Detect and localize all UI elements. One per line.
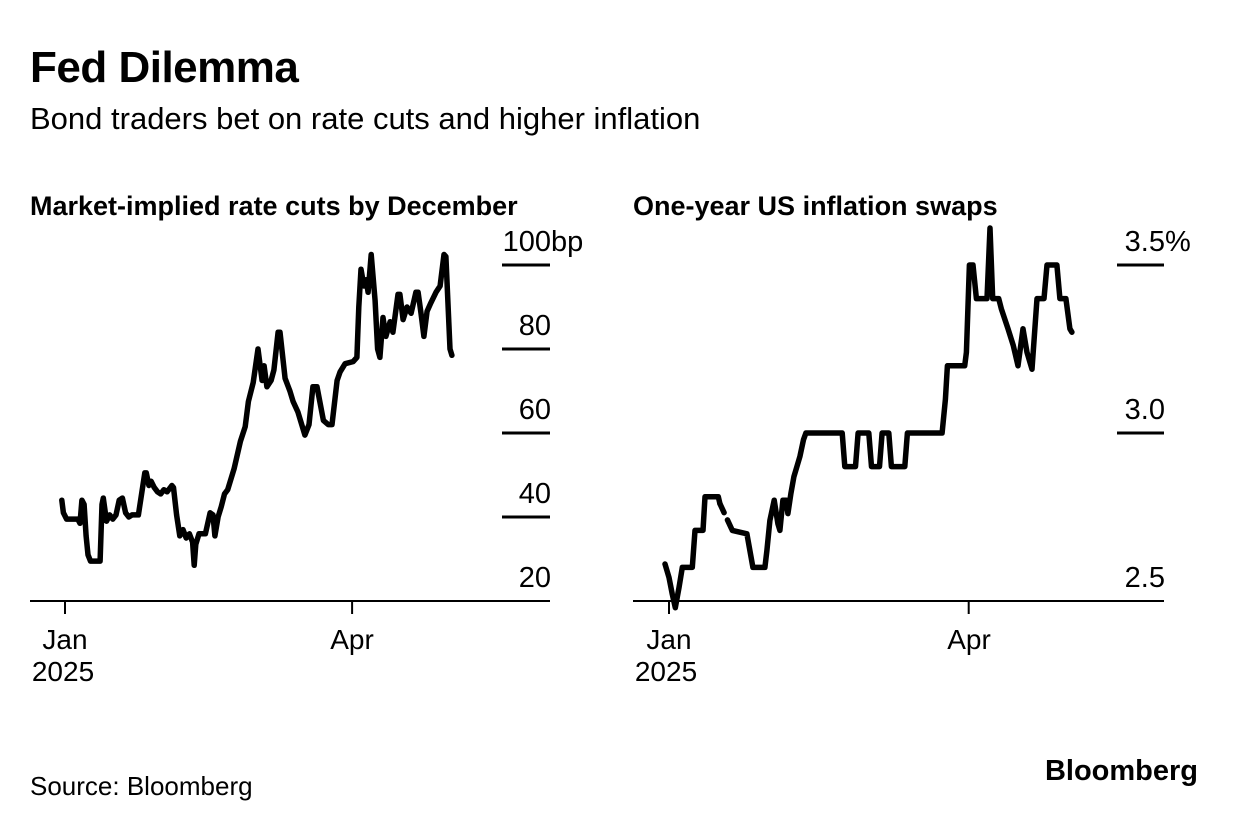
y-tick-label: 2.5 [1125, 562, 1165, 594]
series-line-solid [662, 494, 723, 611]
series-line-solid [729, 225, 1075, 571]
figure-subtitle: Bond traders bet on rate cuts and higher… [30, 101, 701, 136]
left-chart-title: Market-implied rate cuts by December [30, 191, 518, 221]
right-x-tick-label-year: 2025 [634, 656, 698, 687]
y-tick-label: 80 [519, 310, 551, 342]
left-x-tick-label-jan: Jan [42, 624, 88, 655]
left-x-tick-label-apr: Apr [330, 624, 374, 655]
source-label: Source: Bloomberg [30, 771, 253, 801]
figure-title: Fed Dilemma [30, 43, 299, 92]
y-tick-label: 3.0 [1125, 394, 1165, 426]
right-chart-title: One-year US inflation swaps [633, 191, 998, 221]
right-x-tick-label-jan: Jan [646, 624, 692, 655]
y-tick-unit: % [1165, 226, 1191, 258]
right-x-tick-label-apr: Apr [947, 624, 991, 655]
series-line-dashed [717, 500, 736, 534]
y-tick-unit: bp [551, 226, 583, 258]
y-tick-label: 100 [503, 226, 551, 258]
series-line-solid [59, 251, 455, 569]
y-tick-label: 40 [519, 478, 551, 510]
y-tick-label: 3.5 [1125, 226, 1165, 258]
bloomberg-logo: Bloomberg [1044, 755, 1198, 787]
y-tick-label: 20 [519, 562, 551, 594]
y-tick-label: 60 [519, 394, 551, 426]
left-x-tick-label-year: 2025 [31, 656, 95, 687]
